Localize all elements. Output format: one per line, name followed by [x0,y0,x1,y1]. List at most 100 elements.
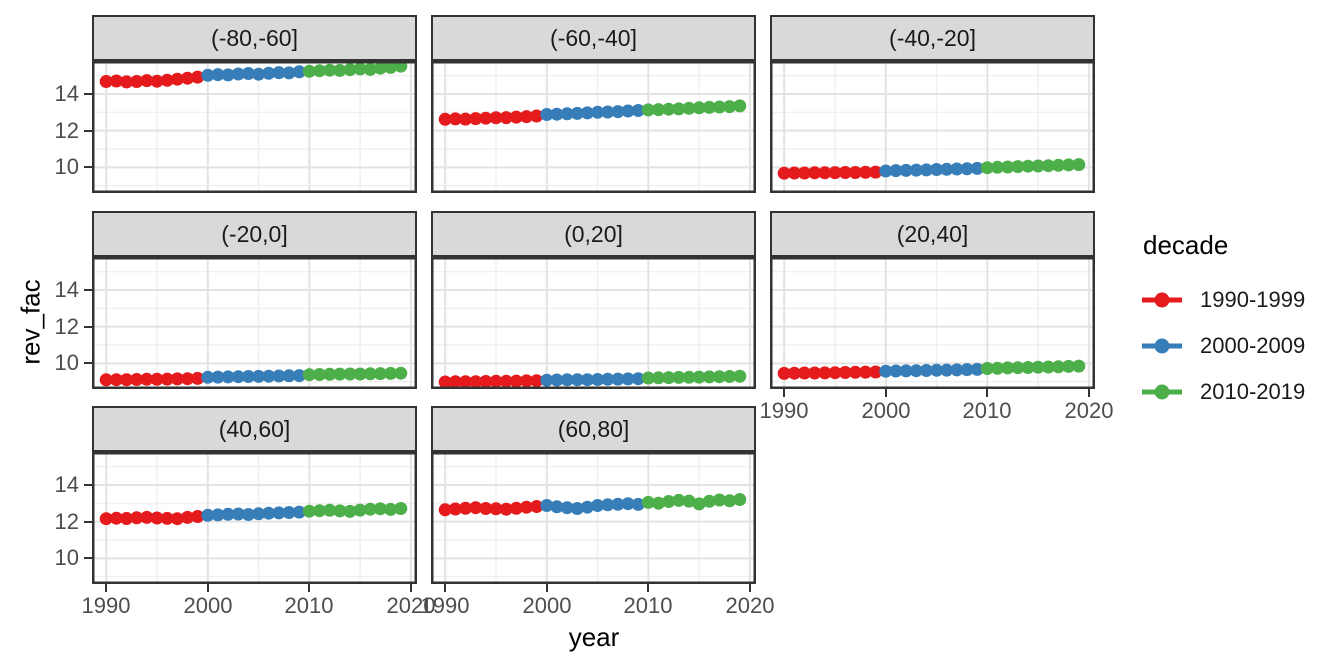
data-point [930,363,944,377]
y-tick-label: 10 [54,154,79,179]
data-point [930,163,944,176]
data-point [601,105,615,119]
data-point [550,107,564,121]
data-point [950,363,964,377]
x-tick-label: 2000 [861,398,911,423]
panel-border [431,257,756,389]
data-point [991,361,1004,375]
data-point [170,72,184,86]
data-point [611,372,625,386]
data-point [828,366,842,380]
data-point [109,74,123,88]
data-point [479,502,493,515]
y-tick-mark [84,557,92,559]
data-point [570,106,584,120]
data-point [1031,159,1045,173]
data-point [919,163,933,177]
data-point [1072,359,1086,373]
x-tick-label: 2000 [183,593,233,618]
data-point [499,111,513,125]
data-point [838,366,852,379]
data-point [950,162,964,176]
data-point [150,511,164,525]
data-point [1021,361,1035,374]
y-tick-label: 14 [54,472,79,497]
data-point [723,370,737,383]
data-point [282,506,296,519]
data-point [313,64,326,78]
data-point [170,512,184,526]
data-point [530,500,544,513]
data-point [333,504,347,518]
data-point [489,374,503,388]
data-point [170,372,184,386]
y-tick-label: 12 [54,118,79,143]
data-point [682,101,696,115]
data-point [99,75,113,88]
data-point [201,508,215,522]
data-point [909,364,923,378]
data-point [509,501,523,515]
data-point [140,74,154,88]
data-point [489,502,503,516]
data-point [373,61,387,75]
data-point [991,160,1004,174]
facet-strip: (20,40] [770,211,1095,257]
data-point [282,66,296,80]
data-point [282,369,296,383]
data-point [130,373,144,386]
legend-item-label: 2010-2019 [1200,379,1306,404]
data-point [899,163,913,177]
x-tick-mark [207,584,209,592]
data-point [292,65,306,79]
data-point [1051,158,1065,172]
data-point [323,367,337,381]
facet-label: (0,20] [564,220,623,247]
data-point [859,165,872,179]
y-tick-mark [84,326,92,328]
data-point [231,370,245,384]
data-point [469,375,483,389]
data-point [777,366,791,380]
data-point [448,112,462,126]
data-point [221,68,235,82]
data-point [733,99,747,113]
legend-item: 2010-2019 [1140,377,1344,407]
data-point [438,503,452,517]
data-point [662,102,676,116]
data-point [621,104,635,118]
facet-plot-area [92,452,417,584]
data-point [99,512,113,526]
facet-label: (-40,-20] [889,24,976,51]
data-point [353,367,367,381]
facet-strip: (-60,-40] [431,15,756,61]
data-point [459,501,472,515]
data-point [384,61,398,74]
data-point [530,109,544,123]
data-point [479,375,493,388]
data-point [211,508,225,522]
data-point [333,63,347,77]
facet-label: (40,60] [218,415,291,442]
data-point [611,105,625,119]
data-point [940,162,954,176]
data-point [1011,160,1025,174]
data-point [960,363,974,377]
data-point [1041,360,1055,374]
data-point [970,362,984,376]
legend: decade 1990-1999 2000-2009 2010-2019 [1140,230,1344,423]
facet-panel [770,257,1095,389]
data-point [160,511,174,525]
x-tick-mark [783,389,785,397]
panel-border [92,452,417,584]
data-point [591,373,605,386]
data-point [787,166,801,180]
data-point [292,505,306,519]
x-tick-mark [308,584,310,592]
data-point [272,369,286,383]
data-point [1001,361,1015,375]
data-point [130,75,144,88]
facet-label: (-20,0] [221,220,288,247]
data-point [1072,158,1086,172]
facet-panel [92,452,417,584]
